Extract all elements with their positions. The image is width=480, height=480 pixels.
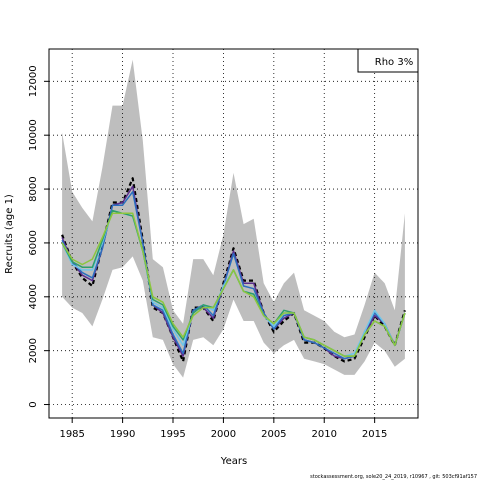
plot-frame [48,48,419,419]
confidence-band [62,59,405,378]
series-line-6 [61,212,406,357]
x-tick-label: 1995 [160,429,185,440]
x-tick-label: 2005 [261,429,286,440]
y-tick-label: 2000 [28,338,39,363]
y-tick-label: 4000 [28,284,39,309]
legend-box [357,48,419,73]
series-line-3 [61,191,406,360]
y-tick-label: 8000 [28,176,39,201]
x-tick-label: 1990 [110,429,135,440]
footer-credit: stockassessment.org, sole20_24_2019, r10… [310,474,477,480]
legend: Rho 3% [357,48,419,73]
y-tick-label: 12000 [28,65,39,97]
series-layer [61,177,406,363]
legend-label: Rho 3% [375,57,413,68]
x-tick-label: 1985 [59,429,84,440]
x-tick-label: 2000 [211,429,236,440]
y-tick-label: 10000 [28,119,39,151]
grid-layer [49,49,418,418]
y-axis-label: Recruits (age 1) [4,194,15,274]
x-tick-label: 2010 [312,429,337,440]
y-tick-label: 6000 [28,230,39,255]
x-axis-label: Years [220,456,247,467]
confidence-band-layer [62,59,405,378]
y-axis-ticks: 0 2000 4000 6000 8000 10000 12000 [28,65,49,408]
series-line-1 [61,177,406,363]
x-tick-label: 2015 [362,429,387,440]
x-axis-ticks: 1985 1990 1995 2000 2005 2010 2015 [59,418,387,440]
y-tick-label: 0 [28,401,39,407]
